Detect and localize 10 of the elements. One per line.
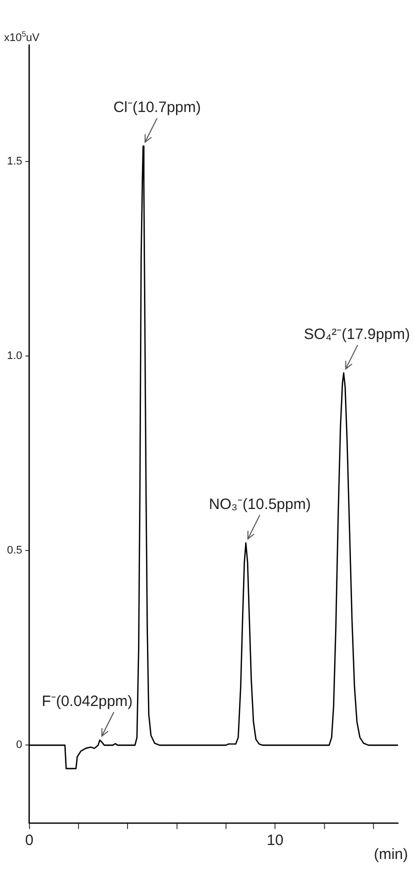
y-tick-label: 0.5 <box>6 544 22 557</box>
y-tick-label: 1.0 <box>6 350 22 362</box>
annotation: Cl⁻(10.7ppm) <box>113 99 201 116</box>
annotation: F⁻(0.042ppm) <box>42 693 133 710</box>
x-tick-label: 10 <box>266 832 284 850</box>
annotation: SO₄²⁻(17.9ppm) <box>304 326 410 343</box>
y-tick-label: 1.5 <box>6 156 22 168</box>
y-tick-label: 0 <box>16 739 22 752</box>
x-axis-title: (min) <box>374 846 408 863</box>
annotation: NO₃⁻(10.5ppm) <box>208 496 311 513</box>
